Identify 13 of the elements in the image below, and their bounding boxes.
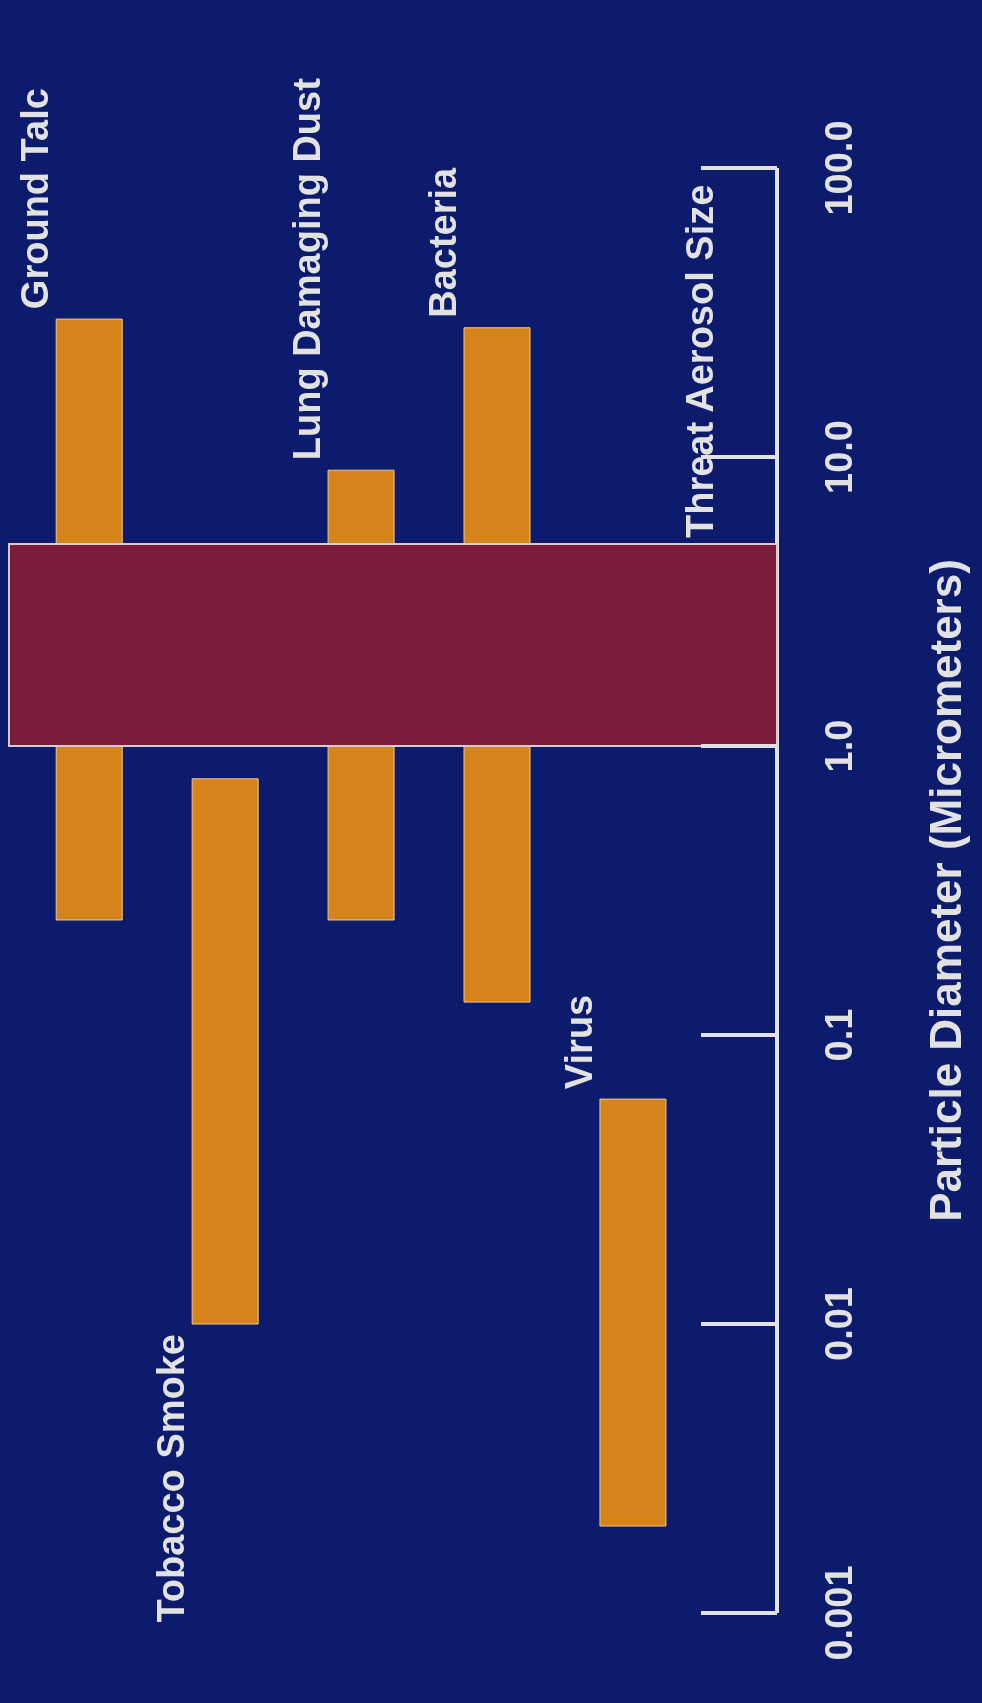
x-tick-label: Ground Talc [14,88,57,310]
x-tick-label: Tobacco Smoke [150,1334,193,1623]
y-tick-label: 0.001 [818,1565,860,1661]
y-tick-label: 0.01 [818,1287,860,1361]
band-label: Threat Aerosol Size [679,184,721,538]
y-tick-label: 1.0 [818,719,860,773]
y-tick-label: 10.0 [818,420,860,494]
x-tick-label: Lung Damaging Dust [286,77,329,461]
y-tick-label: 0.1 [818,1008,860,1062]
y-tick-label: 100.0 [818,120,860,216]
y-axis-title: Particle Diameter (Micrometers) [920,559,970,1222]
x-tick-label: Bacteria [422,166,465,318]
x-tick-label: Virus [557,994,600,1090]
